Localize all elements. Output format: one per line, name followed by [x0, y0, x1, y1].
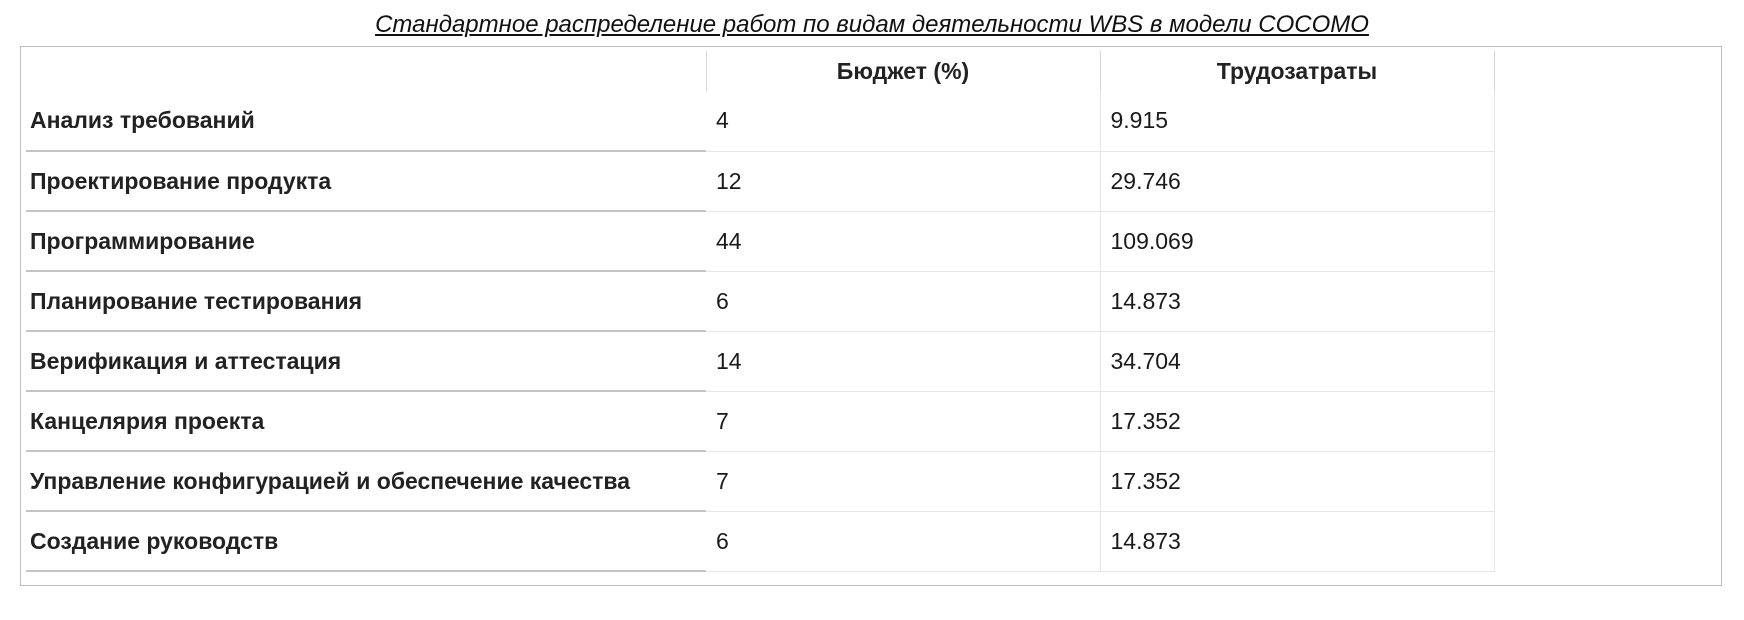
table-frame: Бюджет (%) Трудозатраты Анализ требовани…	[20, 46, 1722, 586]
table-row: Программирование 44 109.069	[26, 211, 1495, 272]
table-row: Проектирование продукта 12 29.746	[26, 151, 1495, 212]
budget-cell: 6	[706, 271, 1101, 332]
budget-cell: 7	[706, 451, 1101, 512]
row-label: Проектирование продукта	[26, 151, 706, 212]
budget-cell: 4	[706, 91, 1101, 152]
corner-cell	[26, 51, 707, 91]
row-label: Верификация и аттестация	[26, 331, 706, 392]
budget-cell: 6	[706, 511, 1101, 572]
row-label: Создание руководств	[26, 511, 706, 572]
budget-cell: 7	[706, 391, 1101, 452]
table-row: Планирование тестирования 6 14.873	[26, 271, 1495, 332]
column-header-budget: Бюджет (%)	[706, 51, 1101, 91]
budget-cell: 14	[706, 331, 1101, 392]
table-row: Канцелярия проекта 7 17.352	[26, 391, 1495, 452]
effort-cell: 109.069	[1100, 211, 1495, 272]
table-row: Верификация и аттестация 14 34.704	[26, 331, 1495, 392]
budget-cell: 12	[706, 151, 1101, 212]
table-row: Управление конфигурацией и обеспечение к…	[26, 451, 1495, 512]
row-label: Управление конфигурацией и обеспечение к…	[26, 451, 706, 512]
row-label: Анализ требований	[26, 91, 706, 152]
row-label: Планирование тестирования	[26, 271, 706, 332]
header-row: Бюджет (%) Трудозатраты	[26, 51, 1495, 91]
wbs-table: Бюджет (%) Трудозатраты Анализ требовани…	[26, 51, 1495, 572]
column-header-effort: Трудозатраты	[1100, 51, 1495, 91]
effort-cell: 17.352	[1100, 391, 1495, 452]
effort-cell: 29.746	[1100, 151, 1495, 212]
table-row: Анализ требований 4 9.915	[26, 91, 1495, 152]
row-label: Программирование	[26, 211, 706, 272]
table-caption: Стандартное распределение работ по видам…	[375, 11, 1369, 38]
effort-cell: 9.915	[1100, 91, 1495, 152]
table-row: Создание руководств 6 14.873	[26, 511, 1495, 572]
effort-cell: 14.873	[1100, 271, 1495, 332]
effort-cell: 14.873	[1100, 511, 1495, 572]
effort-cell: 34.704	[1100, 331, 1495, 392]
budget-cell: 44	[706, 211, 1101, 272]
effort-cell: 17.352	[1100, 451, 1495, 512]
row-label: Канцелярия проекта	[26, 391, 706, 452]
